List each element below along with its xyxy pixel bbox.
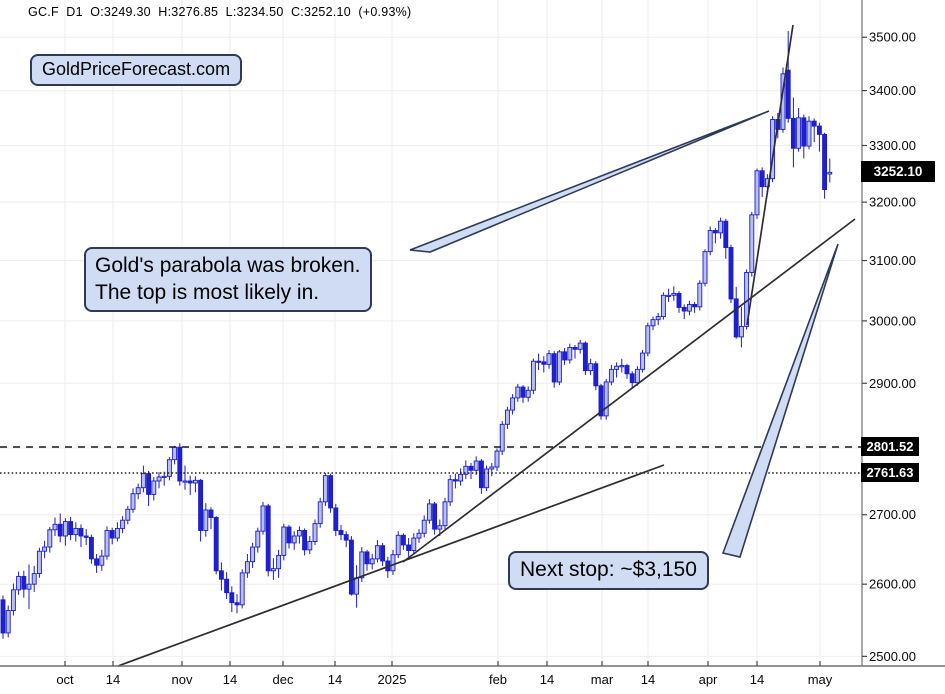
annotation-next-stop: Next stop: ~$3,150 (508, 551, 709, 590)
y-tick-label: 3400.00 (869, 83, 916, 98)
y-tick-label: 2900.00 (869, 376, 916, 391)
axes (0, 0, 945, 667)
x-tick-label: dec (273, 672, 294, 687)
horizontal-gridlines (0, 36, 862, 657)
y-tick-label: 2700.00 (869, 507, 916, 522)
ticker-ohlc-readout: GC.F D1 O:3249.30 H:3276.85 L:3234.50 C:… (28, 5, 412, 19)
watermark-badge: GoldPriceForecast.com (30, 54, 243, 86)
x-tick-label: nov (172, 672, 193, 687)
x-axis-labels: oct 14 nov 14 dec 14 2025 feb 14 mar 14 apr 14 may (56, 661, 833, 687)
x-tick-label: 14 (328, 672, 342, 687)
y-tick-label: 3000.00 (869, 313, 916, 328)
x-tick-label: 14 (641, 672, 655, 687)
y-tick-label: 2600.00 (869, 577, 916, 592)
y-axis-labels: 3500.00 3400.00 3300.00 3200.00 3100.00 3000.… (862, 30, 916, 664)
y-tick-label: 3300.00 (869, 138, 916, 153)
level-badge-2761: 2761.63 (861, 463, 919, 482)
parabola-trendline (746, 24, 794, 326)
level-badge-2801: 2801.52 (861, 437, 919, 456)
x-tick-label: 2025 (378, 672, 407, 687)
annotation-line-1: Gold's parabola was broken. (95, 254, 361, 277)
candlesticks (0, 30, 833, 639)
y-tick-label: 2500.00 (869, 649, 916, 664)
support-trendline-long (117, 464, 665, 667)
pointer-next-stop (721, 243, 839, 558)
annotation-parabola-broken: Gold's parabola was broken. The top is m… (84, 247, 372, 312)
annotation-line-2: The top is most likely in. (95, 281, 320, 304)
support-trendline-steep (402, 218, 856, 563)
price-level-lines (0, 446, 862, 474)
x-tick-label: mar (591, 672, 614, 687)
x-tick-label: 14 (106, 672, 120, 687)
x-tick-label: 14 (223, 672, 237, 687)
x-tick-label: may (808, 672, 833, 687)
y-tick-label: 3200.00 (869, 195, 916, 210)
callout-pointers (409, 110, 839, 558)
x-tick-label: apr (699, 672, 718, 687)
trendlines (117, 24, 856, 667)
pointer-parabola (409, 110, 770, 253)
last-price-badge: 3252.10 (861, 161, 935, 182)
y-tick-label: 3500.00 (869, 30, 916, 45)
y-tick-label: 3100.00 (869, 253, 916, 268)
x-tick-label: feb (489, 672, 507, 687)
x-tick-label: oct (56, 672, 74, 687)
x-tick-label: 14 (540, 672, 554, 687)
x-tick-label: 14 (750, 672, 764, 687)
